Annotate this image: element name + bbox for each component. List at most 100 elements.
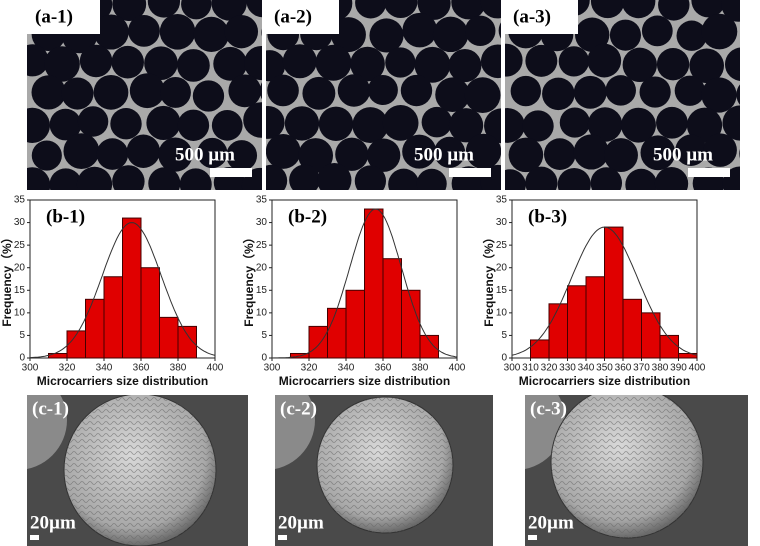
microcarrier — [587, 107, 623, 142]
microcarrier — [112, 0, 147, 22]
microcarrier — [701, 13, 738, 50]
bar — [364, 208, 384, 359]
neighbor-sphere — [275, 395, 315, 469]
microcarrier — [27, 44, 49, 77]
microcarrier — [76, 166, 113, 190]
chart-title: (b-2) — [288, 206, 327, 227]
microcarrier — [177, 49, 210, 82]
y-tick-label: 35 — [14, 195, 26, 206]
y-tick-label: 5 — [261, 330, 267, 341]
microcarrier — [722, 105, 740, 141]
microcarrier — [27, 107, 50, 143]
microcarrier — [656, 48, 690, 81]
x-tick-label: 310 — [522, 363, 539, 374]
microcarrier — [575, 17, 610, 52]
microcarrier — [658, 0, 690, 21]
bar — [327, 307, 347, 359]
microcarrier — [330, 17, 366, 53]
fit-curve — [271, 208, 458, 359]
panel-label: (c-2) — [280, 398, 317, 419]
microcarrier — [289, 164, 320, 190]
microcarrier — [192, 80, 225, 112]
bar — [567, 285, 587, 359]
sem-image — [525, 395, 748, 546]
bar — [85, 298, 105, 359]
sem-image — [27, 395, 248, 546]
microcarrier — [266, 164, 288, 190]
microcarrier — [402, 134, 437, 169]
label-box — [27, 0, 100, 34]
microcarrier — [505, 169, 526, 190]
x-tick-label: 320 — [301, 363, 318, 374]
microcarrier — [366, 138, 401, 172]
microcarrier — [382, 105, 419, 141]
x-axis-label: Microcarriers size distribution — [37, 374, 208, 388]
microcarrier — [226, 140, 258, 171]
microcarrier — [302, 76, 336, 110]
microcarrier — [736, 84, 740, 105]
panel-label: (c-1) — [32, 398, 69, 419]
microcarrier — [213, 46, 248, 81]
panel-label: (a-2) — [274, 6, 312, 27]
x-tick-label: 330 — [559, 363, 576, 374]
microcarrier — [625, 168, 658, 190]
bar — [382, 258, 402, 359]
scale-label: 20µm — [30, 512, 76, 533]
y-tick-label: 5 — [19, 330, 25, 341]
chart-title: (b-3) — [528, 206, 567, 227]
microcarrier — [158, 137, 193, 172]
scale-label: 20µm — [278, 512, 324, 533]
microcarrier — [112, 165, 145, 190]
microcarrier — [298, 138, 334, 173]
microcarrier — [510, 75, 542, 107]
microcarrier — [266, 105, 285, 139]
scale-bar — [688, 168, 730, 177]
microcarrier — [587, 43, 622, 78]
micrograph — [505, 0, 740, 190]
chart-title: (b-1) — [46, 206, 85, 227]
bar — [401, 289, 421, 359]
y-tick-label: 0 — [261, 353, 267, 364]
microcarrier — [675, 134, 707, 166]
bar — [585, 276, 605, 359]
neighbor-sphere — [525, 395, 565, 469]
microcarrier — [448, 49, 482, 83]
micrograph — [266, 0, 501, 190]
bar — [678, 352, 698, 359]
scale-bar — [30, 535, 39, 540]
y-tick-label: 15 — [256, 285, 268, 296]
microcarrier — [148, 167, 181, 190]
y-tick-label: 25 — [496, 240, 508, 251]
x-tick-label: 380 — [652, 363, 669, 374]
microcarrier — [641, 15, 673, 47]
microcarrier — [656, 106, 688, 139]
bar — [177, 325, 197, 359]
bar — [159, 316, 179, 359]
microcarrier — [197, 137, 228, 169]
bar — [419, 334, 439, 359]
microcarrier — [335, 137, 369, 171]
y-tick-label: 30 — [496, 217, 508, 228]
microcarrier — [369, 18, 404, 53]
y-tick-label: 20 — [256, 262, 268, 273]
microcarrier — [337, 74, 371, 107]
microcarrier — [639, 76, 671, 108]
microcarrier — [383, 0, 418, 18]
microcarrier — [388, 168, 420, 190]
x-tick-label: 400 — [689, 363, 706, 374]
x-tick-label: 370 — [633, 363, 650, 374]
microcarrier — [559, 107, 590, 138]
microcarrier — [674, 75, 705, 106]
microcarrier — [266, 50, 286, 82]
microcarrier — [508, 137, 544, 173]
microcarrier — [590, 167, 623, 190]
scale-label: 20µm — [528, 512, 574, 533]
microcarrier — [147, 0, 181, 18]
y-axis-label: Frequency（%） — [0, 231, 14, 326]
microcarrier — [604, 138, 638, 173]
bar — [122, 217, 142, 359]
microcarrier — [243, 102, 262, 138]
scale-label: 500 µm — [653, 144, 713, 165]
scale-bar — [449, 168, 491, 177]
